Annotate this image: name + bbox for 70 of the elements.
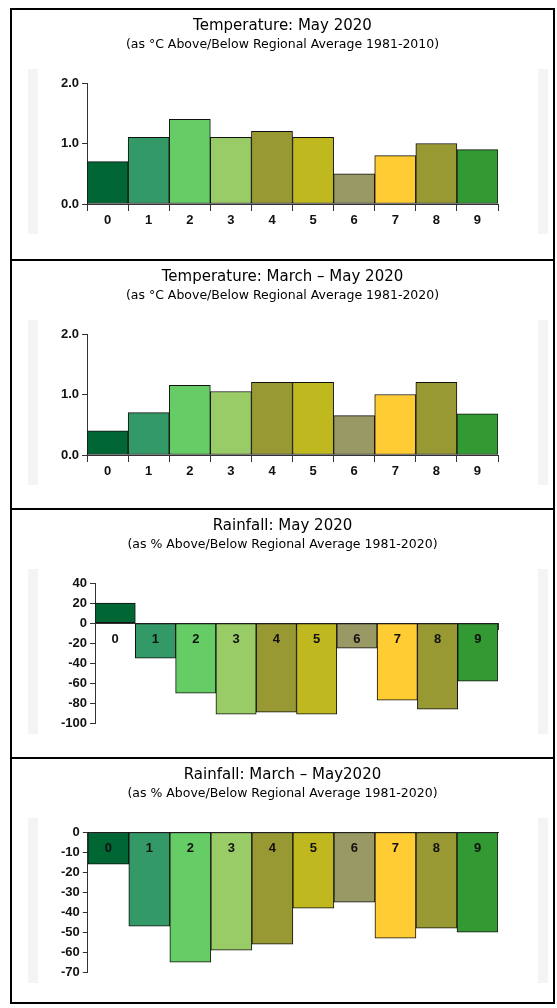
x-tick-label: 4	[268, 840, 277, 856]
x-tick-label: 2	[186, 212, 194, 228]
x-tick-label: 1	[151, 631, 160, 647]
chart-subtitle: (as % Above/Below Regional Average 1981-2020)	[126, 536, 439, 551]
x-tick-label: 3	[232, 631, 240, 647]
x-tick-label: 0	[104, 840, 112, 856]
x-tick-label: 4	[272, 631, 281, 647]
y-tick-label: -10	[60, 843, 80, 859]
x-tick-label: 9	[474, 631, 482, 647]
chart-title: Rainfall: March – May2020	[182, 765, 383, 783]
x-tick-label: 9	[473, 463, 482, 479]
chart-title: Rainfall: May 2020	[211, 516, 354, 534]
x-tick-label: 9	[473, 212, 482, 228]
chart-subtitle: (as % Above/Below Regional Average 1981-2020)	[126, 785, 439, 800]
x-tick-label: 7	[391, 840, 400, 856]
x-tick-label: 1	[145, 463, 153, 479]
x-tick-label: 2	[186, 463, 194, 479]
y-tick-label: 20	[72, 594, 88, 610]
y-tick-label: 0	[72, 823, 80, 839]
y-tick-label: -20	[68, 634, 88, 650]
y-tick-label: 0.0	[60, 446, 80, 462]
x-tick-label: 6	[350, 212, 358, 228]
x-tick-label: 5	[309, 212, 317, 228]
y-tick-label: -40	[68, 654, 88, 670]
y-tick-label: 1.0	[60, 386, 80, 402]
chart-title: Temperature: March – May 2020	[160, 267, 405, 285]
x-tick-label: 7	[391, 463, 399, 479]
x-tick-label: 1	[145, 840, 153, 856]
y-tick-label: -60	[68, 674, 88, 690]
x-tick-label: 0	[104, 463, 112, 479]
x-tick-label: 8	[432, 463, 440, 479]
y-tick-label: -100	[60, 714, 88, 730]
x-tick-label: 3	[227, 212, 235, 228]
x-tick-label: 8	[433, 631, 442, 647]
x-tick-label: 0	[111, 631, 119, 647]
y-tick-label: -30	[60, 883, 80, 899]
y-tick-label: -20	[60, 863, 80, 879]
x-tick-label: 4	[268, 463, 277, 479]
y-tick-label: -70	[60, 963, 80, 979]
x-tick-label: 8	[432, 212, 440, 228]
y-tick-label: 0.0	[60, 195, 80, 211]
chart-subtitle: (as °C Above/Below Regional Average 1981-2010)	[124, 36, 441, 51]
y-tick-label: 40	[72, 574, 88, 590]
x-tick-label: 6	[353, 631, 361, 647]
y-tick-label: -50	[60, 923, 80, 939]
chart-subtitle: (as °C Above/Below Regional Average 1981-2020)	[124, 287, 441, 302]
x-tick-label: 1	[145, 212, 153, 228]
y-tick-label: 2.0	[60, 325, 80, 341]
y-tick-label: -80	[68, 694, 88, 710]
y-tick-label: 0	[79, 614, 88, 630]
x-tick-label: 5	[309, 463, 317, 479]
x-tick-label: 5	[313, 631, 321, 647]
x-tick-label: 6	[350, 463, 358, 479]
x-tick-label: 5	[309, 840, 318, 856]
x-tick-label: 3	[227, 840, 235, 856]
x-tick-label: 4	[268, 212, 277, 228]
x-tick-label: 6	[350, 840, 359, 856]
chart-title: Temperature: May 2020	[192, 16, 373, 34]
y-tick-label: 2.0	[60, 74, 80, 90]
y-tick-label: -60	[60, 943, 80, 959]
x-tick-label: 8	[432, 840, 441, 856]
y-tick-label: 1.0	[60, 135, 80, 151]
x-tick-label: 2	[186, 840, 194, 856]
x-tick-label: 2	[192, 631, 200, 647]
x-tick-label: 7	[391, 212, 399, 228]
y-tick-label: -40	[60, 903, 80, 919]
x-tick-label: 3	[227, 463, 235, 479]
x-tick-label: 0	[104, 212, 112, 228]
x-tick-label: 9	[473, 840, 482, 856]
x-tick-label: 7	[393, 631, 401, 647]
